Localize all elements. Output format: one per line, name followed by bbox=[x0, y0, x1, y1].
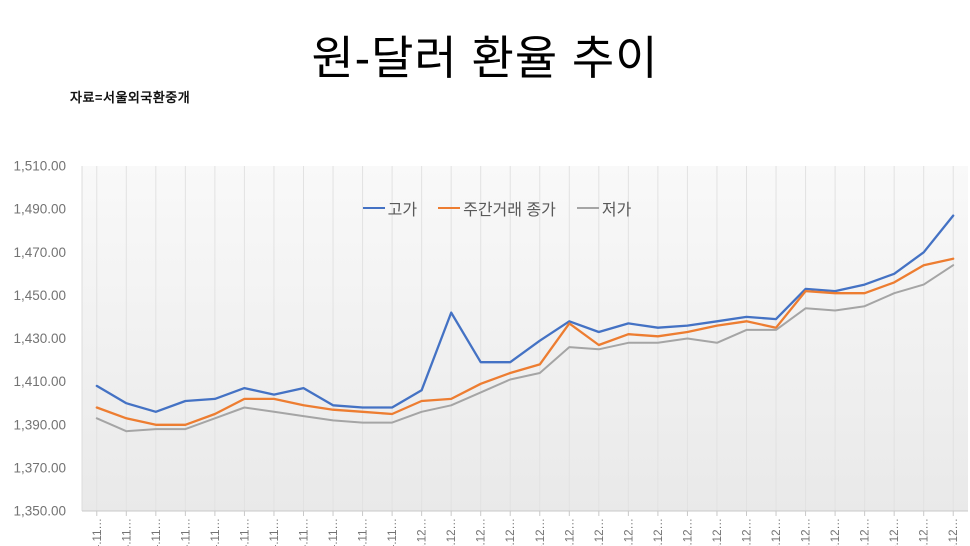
series-line-저가 bbox=[95, 264, 955, 433]
x-axis-label: 4.12… bbox=[535, 518, 547, 546]
legend-swatch-low-icon bbox=[576, 206, 599, 210]
x-axis-label: 4.11… bbox=[239, 518, 251, 546]
legend-item-high: 고가 bbox=[362, 196, 418, 220]
source-note: 자료=서울외국환중개 bbox=[70, 90, 191, 105]
x-axis-label: 4.12… bbox=[948, 518, 960, 546]
x-axis-label: 4.11… bbox=[269, 518, 281, 546]
x-axis-label: 4.12… bbox=[771, 518, 783, 546]
y-axis-label: 1,490.00 bbox=[13, 202, 66, 217]
x-axis-label: 4.12… bbox=[919, 518, 931, 546]
x-axis-label: 4.12… bbox=[860, 518, 872, 546]
y-axis-label: 1,510.00 bbox=[13, 159, 66, 174]
x-axis-label: 4.12… bbox=[653, 518, 665, 546]
x-axis-label: 4.12… bbox=[446, 518, 458, 546]
legend-label-low: 저가 bbox=[601, 202, 632, 219]
chart-title: 원-달러 환율 추이 bbox=[311, 32, 659, 84]
x-axis-label: 4.12… bbox=[505, 518, 517, 546]
y-axis-label: 1,430.00 bbox=[13, 331, 66, 346]
y-axis-label: 1,350.00 bbox=[13, 504, 66, 519]
x-axis-label: 4.11… bbox=[299, 518, 311, 546]
x-axis-label: 4.12… bbox=[682, 518, 694, 546]
series-line-고가 bbox=[95, 214, 955, 413]
y-axis-label: 1,390.00 bbox=[13, 417, 66, 432]
legend-label-close: 주간거래 종가 bbox=[463, 202, 556, 219]
legend-item-low: 저가 bbox=[576, 196, 632, 220]
x-axis-label: 4.12… bbox=[623, 518, 635, 546]
y-axis-label: 1,370.00 bbox=[13, 460, 66, 475]
x-axis-label: 4.12… bbox=[476, 518, 488, 546]
x-axis-label: 4.12… bbox=[594, 518, 606, 546]
legend-swatch-high-icon bbox=[362, 206, 385, 210]
x-axis-label: 4.11… bbox=[328, 518, 340, 546]
x-axis-label: 4.12… bbox=[712, 518, 724, 546]
series-line-주간거래 종가 bbox=[95, 257, 955, 426]
legend-swatch-close-icon bbox=[438, 206, 461, 210]
x-axis-label: 4.12… bbox=[889, 518, 901, 546]
x-axis-label: 4.12… bbox=[742, 518, 754, 546]
x-axis-label: 4.11… bbox=[387, 518, 399, 546]
legend: 고가 주간거래 종가 저가 bbox=[54, 196, 940, 220]
plot-area bbox=[82, 166, 968, 511]
x-axis-label: 4.11… bbox=[358, 518, 370, 546]
legend-label-high: 고가 bbox=[387, 202, 418, 219]
y-axis-label: 1,470.00 bbox=[13, 245, 66, 260]
x-axis-label: 4.12… bbox=[801, 518, 813, 546]
x-axis-label: 4.12… bbox=[564, 518, 576, 546]
x-axis-label: 4.11… bbox=[121, 518, 133, 546]
legend-item-close: 주간거래 종가 bbox=[438, 196, 556, 220]
x-axis-label: 4.11… bbox=[210, 518, 222, 546]
x-axis-label: 4.12… bbox=[830, 518, 842, 546]
x-axis-label: 4.12… bbox=[417, 518, 429, 546]
y-axis-label: 1,410.00 bbox=[13, 374, 66, 389]
x-axis-label: 4.11… bbox=[151, 518, 163, 546]
y-axis-label: 1,450.00 bbox=[13, 288, 66, 303]
x-axis-label: 4.11… bbox=[92, 518, 104, 546]
x-axis-label: 4.11… bbox=[180, 518, 192, 546]
